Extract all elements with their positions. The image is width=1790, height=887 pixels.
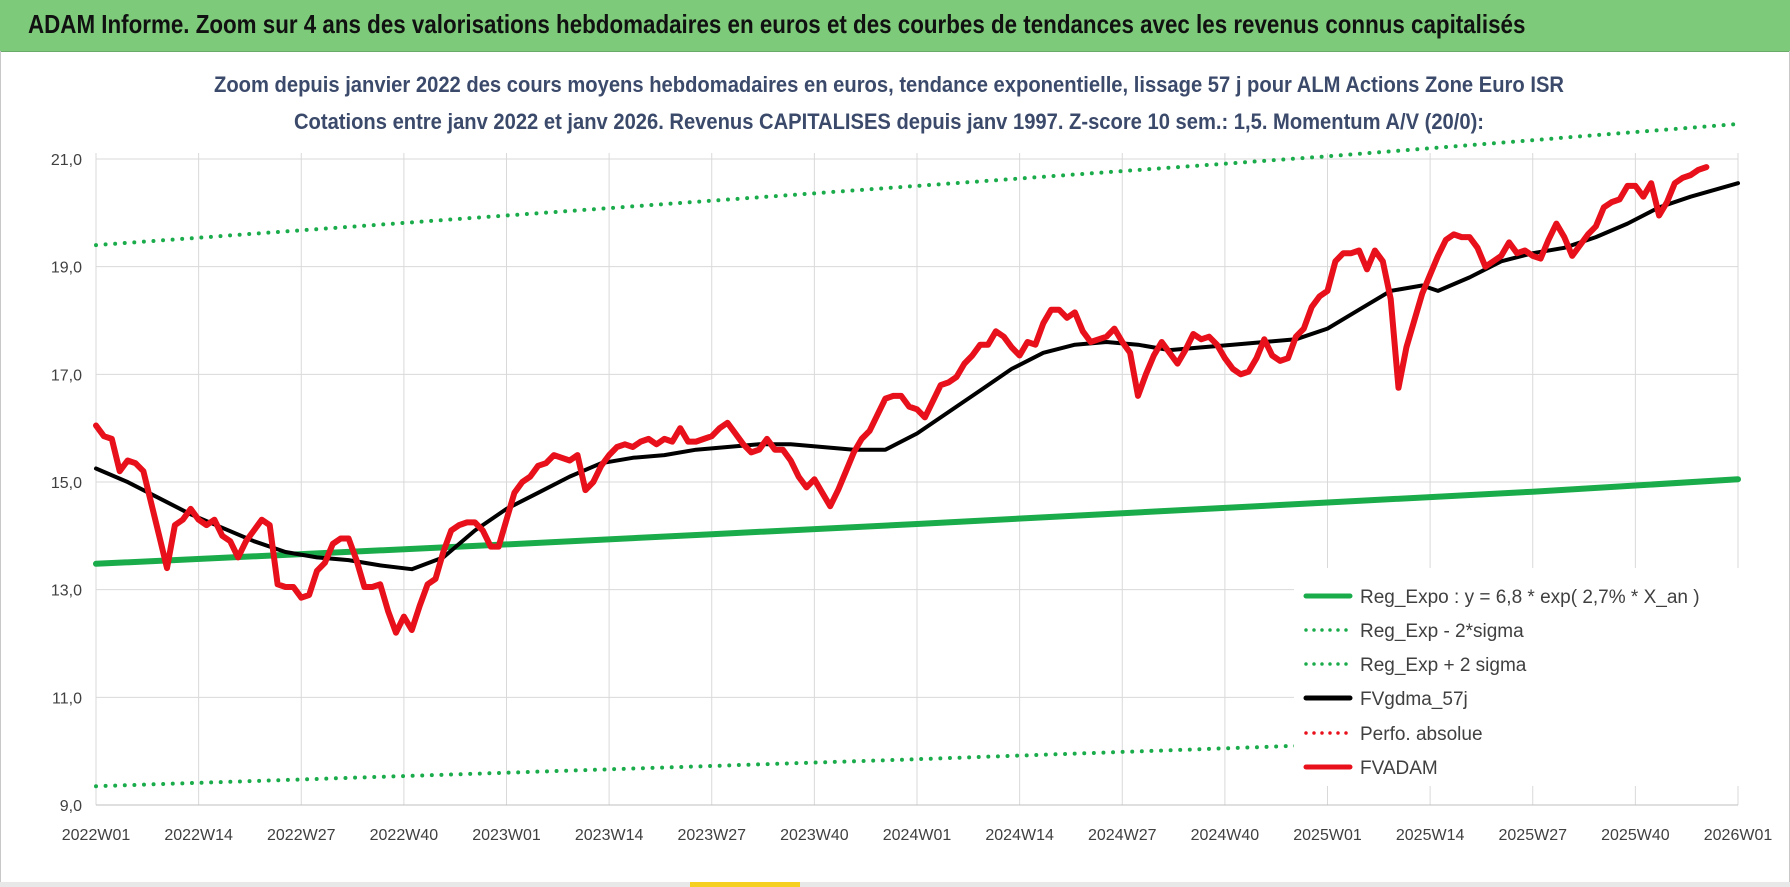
- x-tick-label: 2024W01: [883, 827, 952, 844]
- x-tick-label: 2024W40: [1191, 827, 1260, 844]
- y-tick-label: 21,0: [51, 152, 82, 169]
- x-tick-label: 2025W27: [1499, 827, 1568, 844]
- x-axis-ticks: 2022W01 2022W14 2022W27 2022W40 2023W01 2023W…: [62, 827, 1773, 844]
- series-line: [94, 181, 1740, 572]
- x-tick-label: 2024W27: [1088, 827, 1157, 844]
- legend-label: FVgdma_57j: [1360, 689, 1468, 710]
- x-tick-label: 2025W01: [1293, 827, 1362, 844]
- legend-label: Reg_Exp - 2*sigma: [1360, 621, 1524, 642]
- report-header-banner: ADAM Informe. Zoom sur 4 ans des valoris…: [0, 0, 1790, 52]
- x-tick-label: 2022W40: [370, 827, 439, 844]
- x-tick-label: 2026W01: [1704, 827, 1773, 844]
- series-lines: [93, 122, 1741, 789]
- x-tick-label: 2023W27: [678, 827, 747, 844]
- chart-subtitle: Cotations entre janv 2022 et janv 2026. …: [294, 109, 1484, 134]
- x-tick-label: 2023W14: [575, 827, 644, 844]
- series-line: [93, 164, 1710, 636]
- y-tick-label: 11,0: [52, 690, 82, 707]
- legend-label: Perfo. absolue: [1360, 724, 1483, 745]
- report-header-title: ADAM Informe. Zoom sur 4 ans des valoris…: [28, 9, 1526, 39]
- x-tick-label: 2023W40: [780, 827, 849, 844]
- bottom-tab-marker: [690, 882, 800, 887]
- y-tick-label: 15,0: [51, 475, 82, 492]
- x-tick-label: 2025W14: [1396, 827, 1465, 844]
- series-line: [93, 476, 1741, 567]
- bottom-border: [0, 882, 1790, 887]
- y-tick-label: 13,0: [51, 583, 82, 600]
- x-tick-label: 2023W01: [472, 827, 541, 844]
- legend-label: Reg_Expo : y = 6,8 * exp( 2,7% * X_an ): [1360, 587, 1700, 608]
- legend-label: FVADAM: [1360, 758, 1438, 779]
- y-tick-label: 9,0: [60, 798, 82, 815]
- legend-background: [1294, 568, 1744, 786]
- x-tick-label: 2025W40: [1601, 827, 1670, 844]
- x-tick-label: 2022W01: [62, 827, 131, 844]
- legend-label: Reg_Exp + 2 sigma: [1360, 655, 1527, 676]
- x-tick-label: 2022W27: [267, 827, 336, 844]
- legend: Reg_Expo : y = 6,8 * exp( 2,7% * X_an ) R…: [1303, 587, 1700, 779]
- x-tick-label: 2022W14: [164, 827, 233, 844]
- y-axis-ticks: 9,0 11,0 13,0 15,0 17,0 19,0 21,0: [51, 152, 82, 815]
- series-line: [94, 122, 1740, 248]
- y-tick-label: 17,0: [51, 367, 82, 384]
- chart-title: Zoom depuis janvier 2022 des cours moyen…: [214, 72, 1564, 97]
- x-tick-label: 2024W14: [985, 827, 1054, 844]
- y-tick-label: 19,0: [51, 260, 82, 277]
